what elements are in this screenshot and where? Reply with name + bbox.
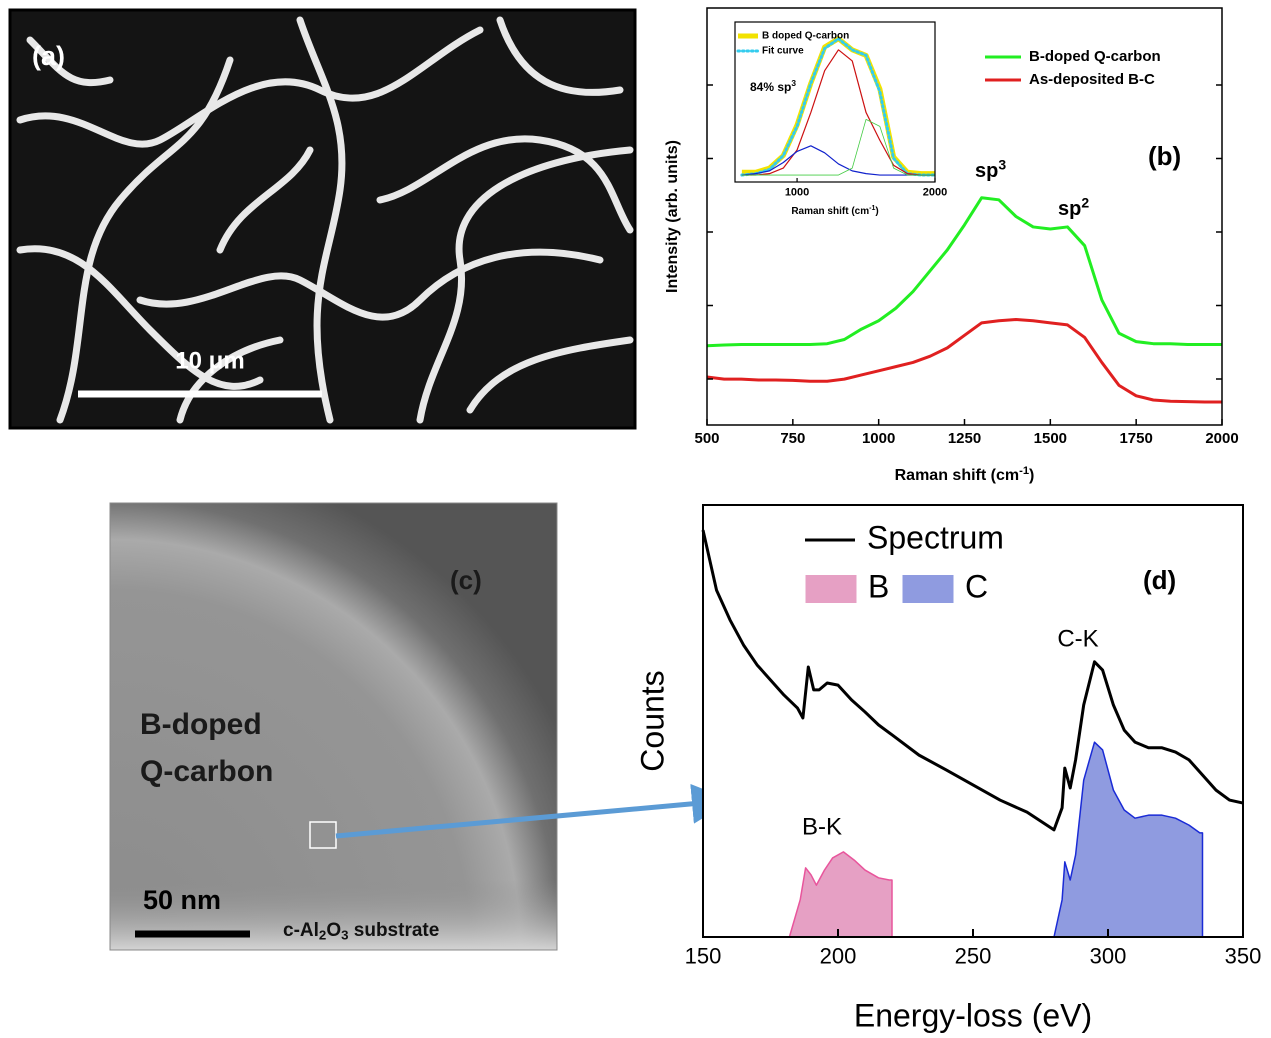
x-tick-label: 150	[685, 944, 722, 969]
region-label: Q-carbon	[140, 755, 273, 788]
panel-label: (c)	[450, 565, 482, 595]
legend-swatch	[806, 576, 856, 603]
x-tick-label: 1000	[862, 430, 895, 447]
x-tick-label: 2000	[923, 186, 947, 198]
x-tick-label: 500	[694, 430, 719, 447]
text-part: 2	[319, 927, 326, 942]
text-part: )	[1029, 467, 1034, 484]
x-tick-label: 1500	[1034, 430, 1067, 447]
x-tick-label: 350	[1225, 944, 1262, 969]
x-tick-label: 1000	[785, 186, 809, 198]
text-part: Raman shift (cm	[895, 467, 1019, 484]
legend-label: Fit curve	[762, 46, 804, 57]
y-axis-label: Counts	[634, 670, 670, 771]
text-part: O	[326, 920, 341, 941]
text-part: 2	[1081, 194, 1089, 210]
annotation: B-K	[802, 813, 842, 840]
legend-label: B-doped Q-carbon	[1029, 48, 1161, 65]
scale-bar-label: 10 μm	[175, 347, 244, 374]
legend-label: Spectrum	[867, 519, 1004, 555]
text-part: )	[875, 206, 878, 217]
figure: (a) 10 μm (c) B-doped Q-carbon 50 nm c-A…	[0, 0, 1271, 1038]
x-tick-label: 2000	[1205, 430, 1238, 447]
region-label: B-doped	[140, 708, 262, 741]
x-axis-label: Raman shift (cm-1)	[791, 205, 878, 217]
panel-label: (b)	[1148, 141, 1181, 171]
legend-swatch	[903, 576, 953, 603]
scale-bar-label: 50 nm	[143, 885, 221, 915]
x-tick-label: 200	[820, 944, 857, 969]
text-part: sp	[1058, 198, 1081, 220]
legend-label: C	[965, 568, 988, 604]
panel-label: (d)	[1143, 565, 1176, 595]
x-axis-label: Raman shift (cm-1)	[895, 465, 1035, 484]
x-tick-label: 300	[1090, 944, 1127, 969]
legend-label: B doped Q-carbon	[762, 31, 849, 42]
sem-image: (a) 10 μm	[10, 10, 635, 428]
y-axis-label: Intensity (arb. units)	[664, 140, 681, 293]
tem-image: (c) B-doped Q-carbon 50 nm c-Al2O3 subst…	[110, 503, 712, 950]
annotation: C-K	[1057, 625, 1098, 652]
legend-label: B	[868, 568, 889, 604]
substrate-label: c-Al2O3 substrate	[283, 920, 439, 942]
x-tick-label: 1750	[1119, 430, 1152, 447]
text-part: c-Al	[283, 920, 319, 941]
text-part: Raman shift (cm	[791, 206, 869, 217]
x-axis-label: Energy-loss (eV)	[854, 997, 1092, 1033]
text-part: substrate	[349, 920, 440, 941]
x-tick-label: 250	[955, 944, 992, 969]
text-part: sp	[975, 160, 998, 182]
x-tick-label: 750	[780, 430, 805, 447]
x-tick-label: 1250	[948, 430, 981, 447]
text-part: -1	[1019, 465, 1029, 477]
text-part: 3	[791, 78, 796, 88]
legend-label: As-deposited B-C	[1029, 71, 1155, 88]
text-part: 3	[341, 927, 348, 942]
text-part: 84% sp	[750, 80, 791, 94]
text-part: 3	[998, 156, 1006, 172]
panel-label: (a)	[32, 41, 65, 71]
annotation: 84% sp3	[750, 78, 796, 94]
